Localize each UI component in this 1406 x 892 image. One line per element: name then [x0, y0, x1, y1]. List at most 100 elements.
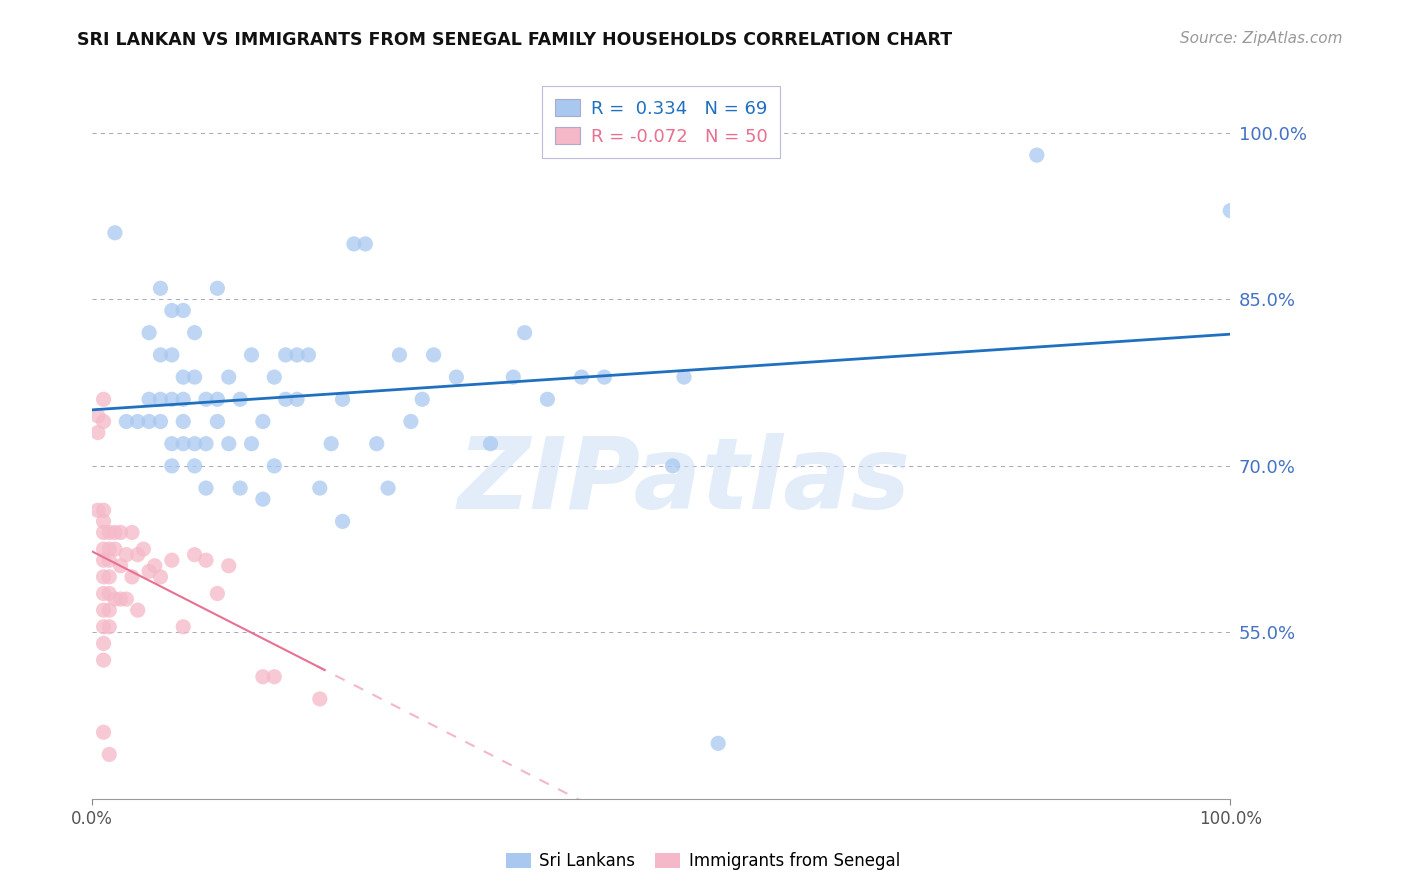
Point: [138, 326, 160, 340]
Point: [160, 303, 183, 318]
Point: [93, 570, 115, 584]
Point: [422, 348, 444, 362]
Point: [93, 725, 115, 739]
Point: [218, 436, 240, 450]
Point: [115, 415, 138, 429]
Point: [297, 348, 319, 362]
Point: [138, 564, 160, 578]
Point: [207, 586, 229, 600]
Point: [98, 603, 121, 617]
Point: [87, 425, 110, 440]
Point: [321, 436, 343, 450]
Point: [160, 436, 183, 450]
Point: [263, 370, 285, 384]
Point: [110, 525, 132, 540]
Text: Source: ZipAtlas.com: Source: ZipAtlas.com: [1180, 31, 1343, 46]
Point: [160, 348, 183, 362]
Point: [115, 592, 138, 607]
Point: [138, 392, 160, 407]
Point: [672, 370, 695, 384]
Point: [98, 525, 121, 540]
Point: [104, 542, 127, 557]
Point: [274, 348, 297, 362]
Point: [87, 409, 110, 423]
Point: [160, 458, 183, 473]
Point: [195, 553, 218, 567]
Point: [274, 392, 297, 407]
Point: [183, 370, 205, 384]
Point: [252, 415, 274, 429]
Point: [388, 348, 411, 362]
Point: [93, 636, 115, 650]
Legend: R =  0.334   N = 69, R = -0.072   N = 50: R = 0.334 N = 69, R = -0.072 N = 50: [543, 87, 780, 159]
Point: [149, 570, 172, 584]
Point: [132, 542, 155, 557]
Point: [183, 436, 205, 450]
Point: [446, 370, 468, 384]
Point: [93, 553, 115, 567]
Point: [183, 458, 205, 473]
Point: [104, 525, 127, 540]
Point: [240, 348, 263, 362]
Point: [207, 392, 229, 407]
Point: [104, 592, 127, 607]
Point: [1219, 203, 1241, 218]
Point: [661, 458, 683, 473]
Point: [98, 542, 121, 557]
Point: [366, 436, 388, 450]
Point: [127, 548, 149, 562]
Point: [149, 348, 172, 362]
Point: [183, 326, 205, 340]
Legend: Sri Lankans, Immigrants from Senegal: Sri Lankans, Immigrants from Senegal: [499, 846, 907, 877]
Point: [172, 436, 194, 450]
Point: [285, 348, 308, 362]
Point: [308, 692, 330, 706]
Point: [218, 370, 240, 384]
Point: [93, 603, 115, 617]
Point: [98, 747, 121, 762]
Point: [183, 548, 205, 562]
Point: [160, 392, 183, 407]
Point: [207, 415, 229, 429]
Point: [172, 415, 194, 429]
Point: [536, 392, 558, 407]
Point: [93, 514, 115, 528]
Point: [104, 226, 127, 240]
Point: [93, 525, 115, 540]
Text: SRI LANKAN VS IMMIGRANTS FROM SENEGAL FAMILY HOUSEHOLDS CORRELATION CHART: SRI LANKAN VS IMMIGRANTS FROM SENEGAL FA…: [77, 31, 952, 49]
Point: [571, 370, 593, 384]
Point: [93, 653, 115, 667]
Point: [229, 481, 252, 495]
Point: [502, 370, 524, 384]
Point: [252, 670, 274, 684]
Point: [121, 570, 143, 584]
Point: [195, 392, 218, 407]
Point: [172, 392, 194, 407]
Point: [285, 392, 308, 407]
Point: [93, 620, 115, 634]
Point: [93, 586, 115, 600]
Point: [121, 525, 143, 540]
Point: [479, 436, 502, 450]
Text: ZIPatlas: ZIPatlas: [457, 433, 911, 530]
Point: [110, 592, 132, 607]
Point: [513, 326, 536, 340]
Point: [263, 458, 285, 473]
Point: [127, 603, 149, 617]
Point: [343, 236, 366, 251]
Point: [377, 481, 399, 495]
Point: [93, 542, 115, 557]
Point: [87, 503, 110, 517]
Point: [93, 415, 115, 429]
Point: [218, 558, 240, 573]
Point: [160, 553, 183, 567]
Point: [207, 281, 229, 295]
Point: [332, 392, 354, 407]
Point: [195, 436, 218, 450]
Point: [149, 281, 172, 295]
Point: [707, 736, 730, 750]
Point: [110, 558, 132, 573]
Point: [332, 514, 354, 528]
Point: [149, 392, 172, 407]
Point: [399, 415, 422, 429]
